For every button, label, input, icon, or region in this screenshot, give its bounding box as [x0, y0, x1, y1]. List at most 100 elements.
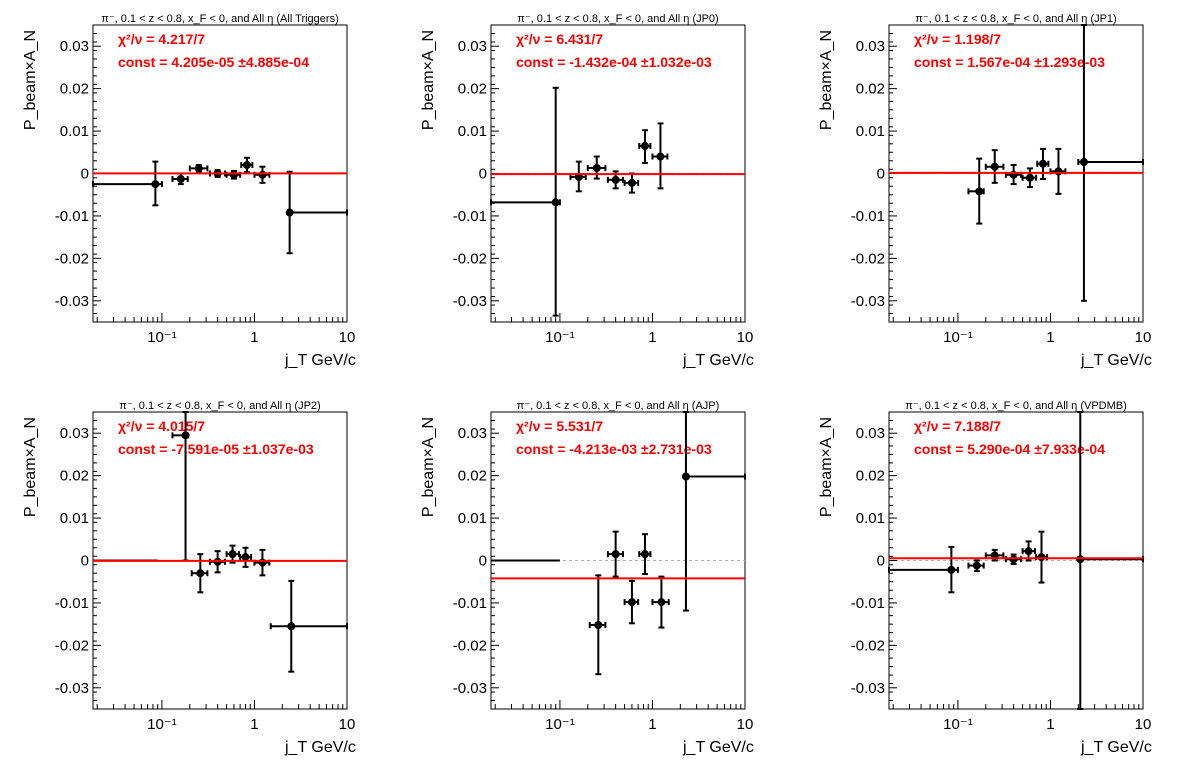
y-axis-label: P_beam×A_N	[818, 417, 835, 517]
y-tick-label: -0.02	[55, 250, 89, 267]
data-marker	[196, 569, 205, 578]
y-axis-label: P_beam×A_N	[420, 417, 437, 517]
x-tick-label: 10	[339, 329, 356, 346]
y-tick-label: 0	[877, 166, 885, 183]
y-tick-label: 0.01	[856, 510, 885, 527]
y-tick-label: -0.01	[453, 595, 487, 612]
y-tick-label: -0.03	[453, 680, 487, 697]
y-axis-label: P_beam×A_N	[22, 417, 39, 517]
data-point	[623, 579, 640, 625]
data-point	[638, 129, 652, 164]
x-tick-label: 1	[648, 329, 656, 346]
y-tick-label: -0.01	[55, 208, 89, 225]
y-tick-label: -0.02	[453, 250, 487, 267]
data-marker	[990, 162, 999, 171]
data-marker	[627, 178, 636, 187]
data-marker	[947, 565, 956, 574]
chart-title: π⁻, 0.1 < z < 0.8, x_F < 0, and All η (A…	[101, 13, 338, 25]
x-axis-label: j_T GeV/c	[284, 739, 356, 756]
data-point	[569, 160, 587, 193]
data-marker	[1038, 159, 1047, 168]
y-tick-label: -0.01	[453, 208, 487, 225]
y-tick-label: -0.02	[453, 637, 487, 654]
y-tick-label: 0.03	[856, 38, 885, 55]
chart-title: π⁻, 0.1 < z < 0.8, x_F < 0, and All η (A…	[517, 400, 720, 412]
data-point	[490, 86, 561, 317]
y-tick-label: 0.01	[60, 123, 89, 140]
x-tick-label: 10	[339, 716, 356, 733]
data-marker	[194, 164, 203, 173]
y-axis-label: P_beam×A_N	[818, 30, 835, 130]
y-tick-label: 0.02	[458, 81, 487, 98]
stats-const: const = -4.213e-03 ±2.731e-03	[516, 441, 712, 457]
y-axis-label: P_beam×A_N	[420, 30, 437, 130]
y-tick-label: 0	[479, 166, 487, 183]
data-marker	[594, 620, 603, 629]
data-marker	[1054, 167, 1063, 176]
y-tick-label: 0.01	[458, 510, 487, 527]
y-tick-label: 0.01	[856, 123, 885, 140]
x-tick-label: 1	[250, 716, 258, 733]
data-point	[269, 579, 348, 673]
stats-const: const = 4.205e-05 ±4.885e-04	[118, 54, 309, 70]
data-point	[984, 149, 1005, 184]
data-marker	[551, 198, 560, 207]
data-point	[225, 544, 240, 564]
chart-panel: π⁻, 0.1 < z < 0.8, x_F < 0, and All η (J…	[22, 400, 356, 756]
data-marker	[1079, 158, 1088, 167]
y-tick-label: -0.02	[851, 250, 885, 267]
data-point	[188, 164, 209, 174]
data-point	[623, 172, 640, 194]
data-point	[253, 548, 271, 577]
chart-panel: π⁻, 0.1 < z < 0.8, x_F < 0, and All η (A…	[420, 400, 754, 756]
data-point	[1035, 530, 1049, 584]
x-tick-label: 1	[1046, 716, 1054, 733]
x-tick-label: 10⁻¹	[943, 716, 973, 733]
stats-chi2: χ²/ν = 7.188/7	[914, 418, 1001, 434]
data-marker	[657, 598, 666, 607]
chart-panel: π⁻, 0.1 < z < 0.8, x_F < 0, and All η (J…	[420, 13, 754, 369]
y-tick-label: 0	[877, 553, 885, 570]
x-tick-label: 10⁻¹	[545, 329, 575, 346]
data-point	[239, 546, 253, 568]
y-tick-label: 0.03	[458, 425, 487, 442]
data-point	[1021, 540, 1036, 562]
data-marker	[1025, 173, 1034, 182]
data-marker	[241, 553, 250, 562]
y-tick-label: 0.03	[60, 425, 89, 442]
chart-title: π⁻, 0.1 < z < 0.8, x_F < 0, and All η (V…	[905, 400, 1127, 412]
y-tick-label: 0.03	[60, 38, 89, 55]
x-tick-label: 10	[1135, 716, 1152, 733]
data-point	[1021, 167, 1038, 189]
stats-const: const = -7.591e-05 ±1.037e-03	[118, 441, 314, 457]
data-marker	[972, 561, 981, 570]
data-point	[651, 575, 670, 629]
chart-panel: π⁻, 0.1 < z < 0.8, x_F < 0, and All η (V…	[818, 400, 1152, 756]
data-point	[967, 157, 985, 225]
y-tick-label: -0.01	[851, 595, 885, 612]
data-point	[1036, 147, 1050, 181]
data-marker	[176, 175, 185, 184]
y-tick-label: -0.03	[851, 680, 885, 697]
y-tick-label: 0	[81, 166, 89, 183]
y-tick-label: 0.01	[458, 123, 487, 140]
data-marker	[151, 180, 160, 189]
data-point	[638, 533, 652, 576]
y-tick-label: -0.03	[851, 293, 885, 310]
x-tick-label: 1	[648, 716, 656, 733]
x-axis-label: j_T GeV/c	[682, 739, 754, 756]
x-tick-label: 1	[1046, 329, 1054, 346]
stats-chi2: χ²/ν = 4.217/7	[118, 31, 205, 47]
data-marker	[640, 141, 649, 150]
data-marker	[285, 208, 294, 217]
data-marker	[640, 550, 649, 559]
data-point	[606, 530, 624, 578]
stats-const: const = -1.432e-04 ±1.032e-03	[516, 54, 712, 70]
data-point	[285, 170, 348, 255]
data-point	[1077, 24, 1144, 302]
data-marker	[181, 431, 190, 440]
stats-chi2: χ²/ν = 1.198/7	[914, 31, 1001, 47]
data-point	[651, 122, 669, 190]
y-tick-label: -0.02	[55, 637, 89, 654]
